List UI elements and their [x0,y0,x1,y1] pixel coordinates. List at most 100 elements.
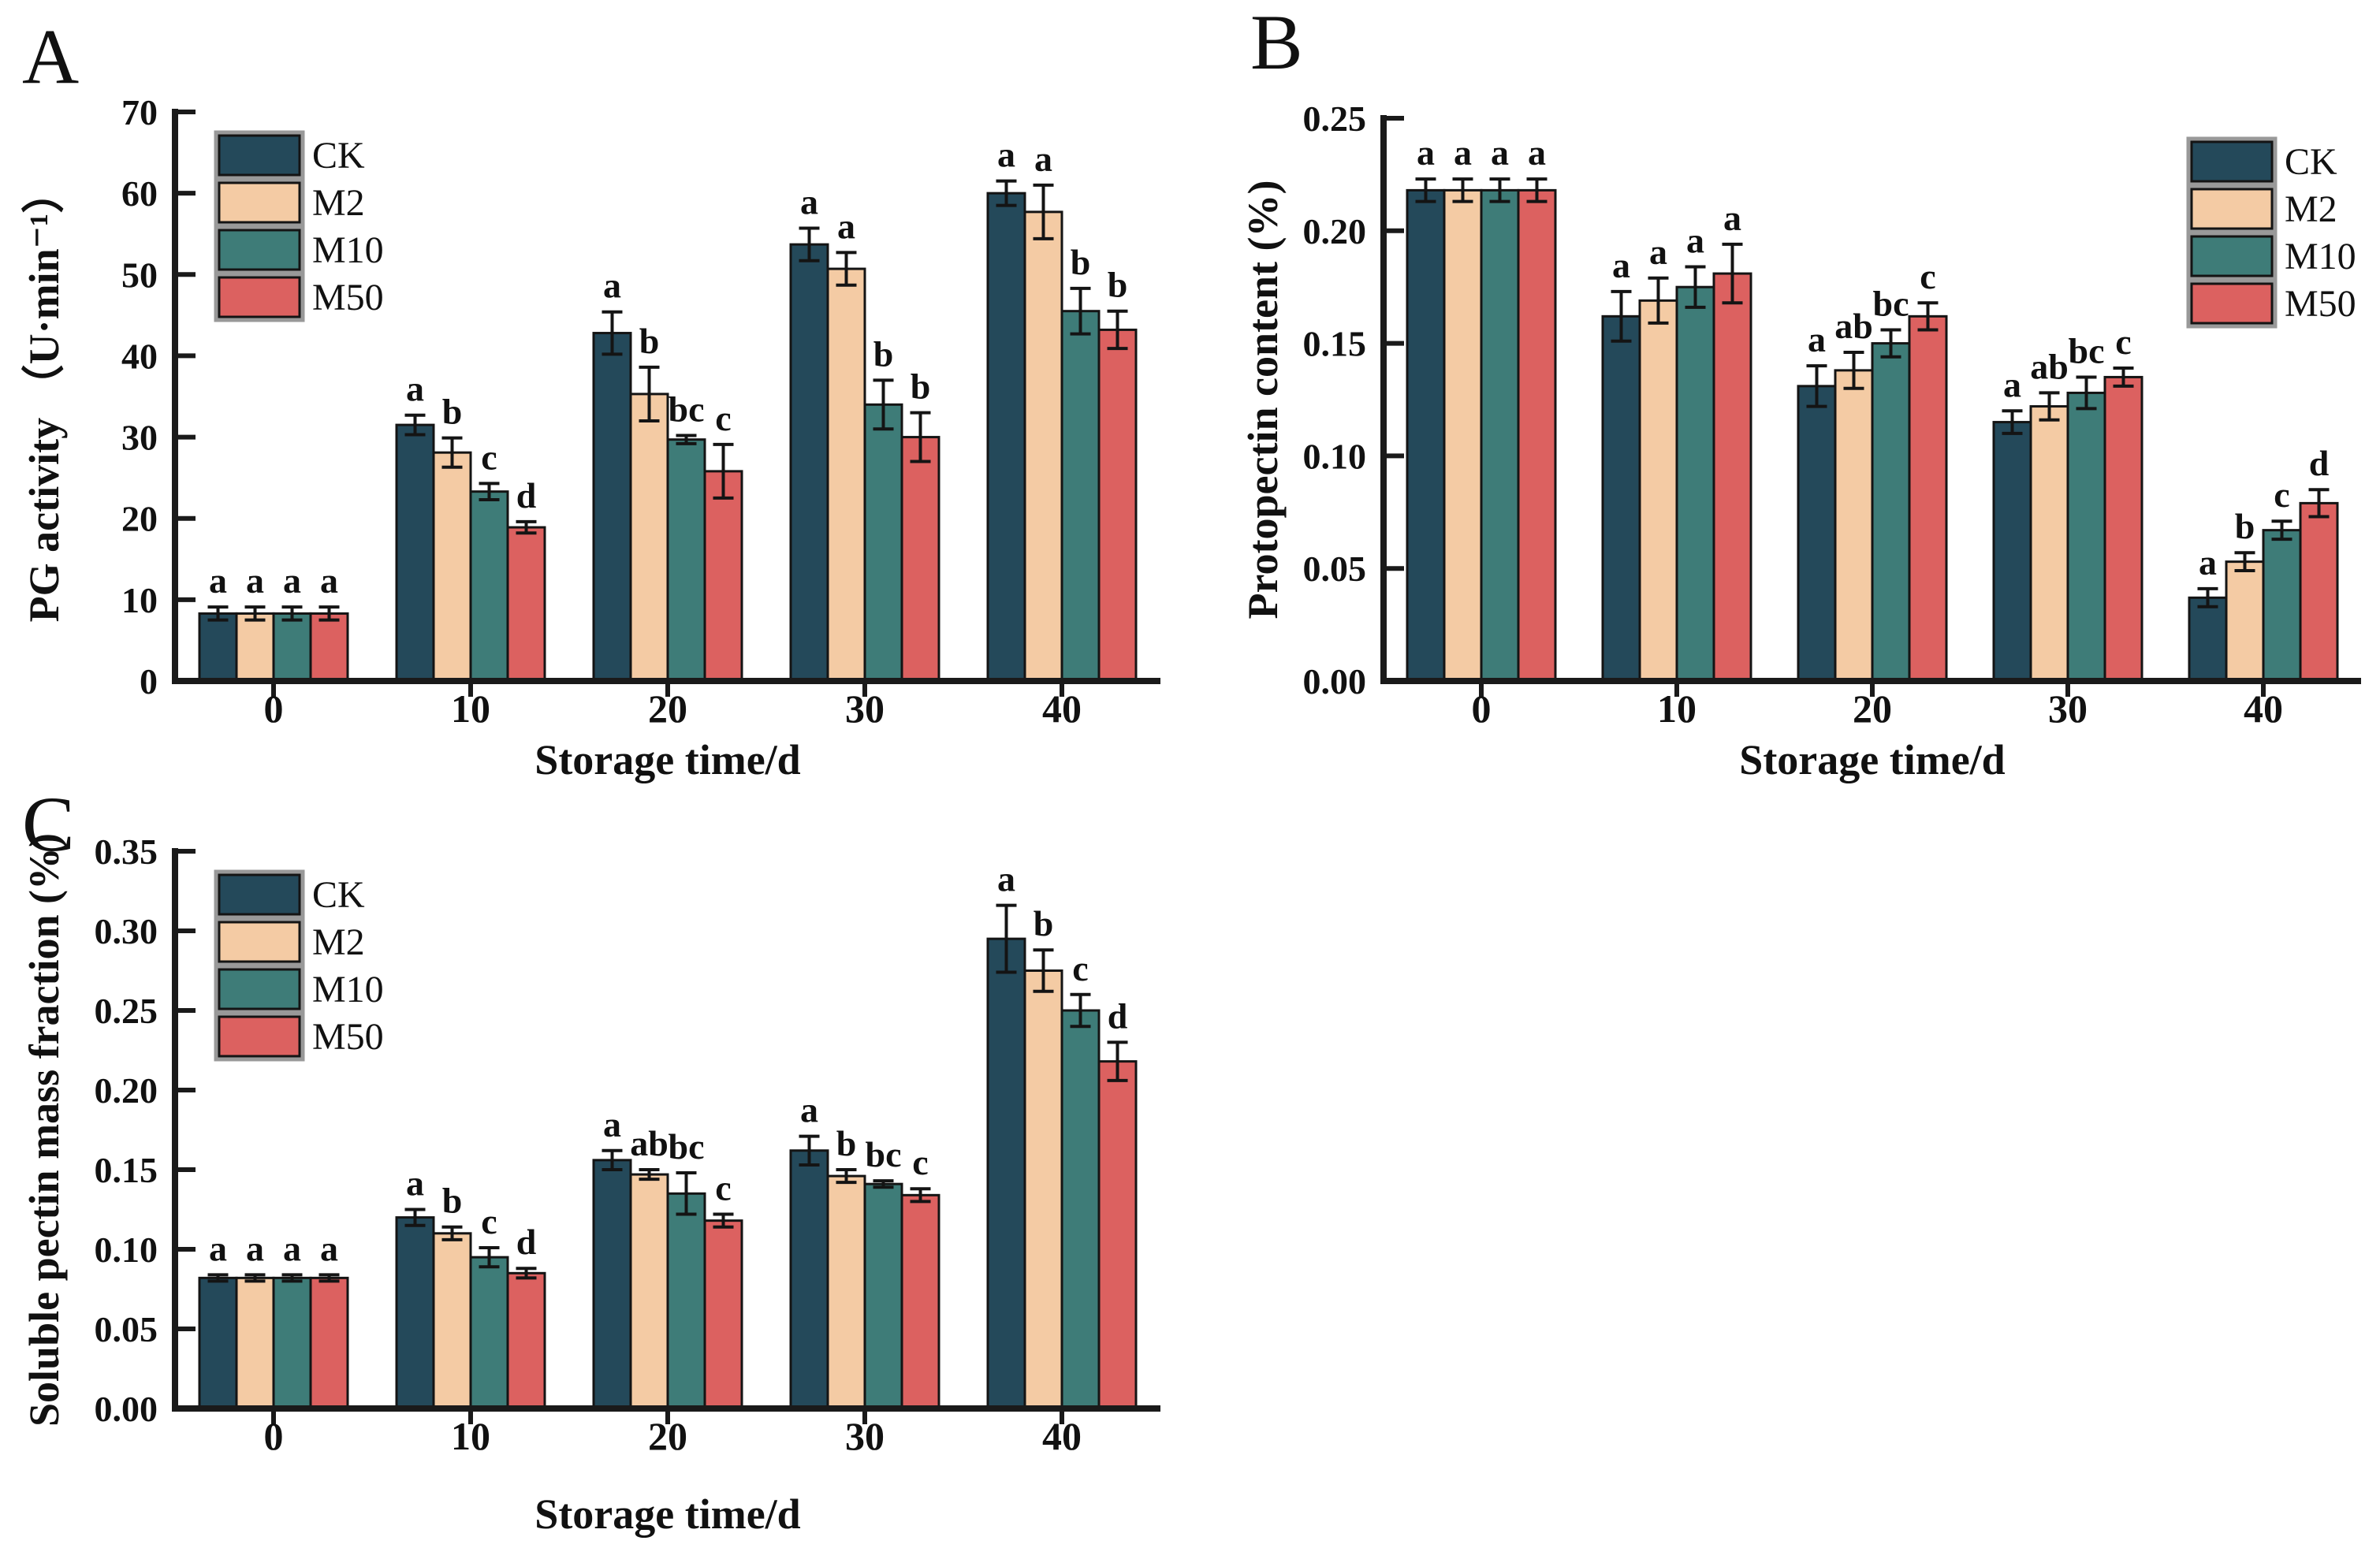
sig-letter: b [836,1123,857,1163]
bar-ck-10d [1601,314,1641,683]
sig-letter: a [1528,132,1546,173]
error-bar [799,226,820,262]
sig-letter: a [997,859,1015,899]
error-bar [996,179,1017,207]
legend-label-ck: CK [2285,141,2337,183]
error-bar [836,1168,857,1185]
bar-m10-0d [272,612,312,683]
bar-ck-10d [395,1216,435,1410]
legend-label-ck: CK [312,874,365,916]
legend-item-m50: M50 [214,272,384,322]
error-bar [1648,276,1669,325]
bar-m10-40d [2262,529,2302,683]
bar-ck-30d [789,1149,829,1410]
bar-m2-10d [432,451,472,683]
panel-a: A a a a a 0 a b c d 10 a b bc c 20 a a b b 30 a a b b 40 0 10 20 30 4… [0,0,1222,804]
sig-letter: bc [866,1134,902,1174]
x-tick-label: 40 [1042,687,1082,731]
sig-letter: c [1920,256,1935,296]
sig-letter: d [516,475,537,515]
y-tick-label: 30 [121,418,158,458]
bar-m50-40d [1097,328,1138,683]
legend-swatch-m50 [218,276,301,318]
error-bar [1452,177,1473,203]
sig-letter: c [481,1201,497,1241]
legend-swatch-m10 [2190,235,2274,277]
bar-ck-0d [198,1276,238,1410]
y-tick-label: 0.15 [1303,324,1367,364]
error-bar [207,605,229,622]
legend-label-m50: M50 [312,277,384,318]
x-tick-label: 20 [1853,687,1892,731]
sig-letter: a [320,560,338,601]
error-bar [516,1267,537,1280]
sig-letter: a [1723,198,1741,238]
bar-m2-30d [826,1174,866,1410]
bar-m10-0d [1480,188,1520,683]
bar-m50-10d [1712,272,1752,683]
panel-c-label: C [22,780,75,868]
bar-ck-20d [592,1159,632,1410]
legend-item-m10: M10 [214,225,384,275]
error-bar [639,365,660,422]
sig-letter: a [1808,319,1826,359]
error-bar [1917,301,1939,332]
sig-letter: a [837,206,855,246]
bar-m2-0d [1443,188,1483,683]
bar-m50-20d [703,1219,743,1410]
bar-m2-30d [826,267,866,683]
error-bar [2234,551,2255,573]
error-bar [910,411,931,463]
bar-ck-0d [1406,188,1446,683]
error-bar [1033,948,1054,993]
legend-label-m10: M10 [312,229,384,271]
error-bar [318,1273,340,1283]
error-bar [1880,328,1901,359]
error-bar [1107,309,1128,351]
bar-m10-40d [1060,1009,1101,1410]
bar-m2-20d [1834,369,1874,683]
error-bar [1843,351,1864,390]
legend-item-ck: CK [2186,136,2337,187]
panel-b: B a a a a 0 a a a a 10 a ab bc c 20 a ab bc c 30 a b c d 40 0.00 0… [1222,0,2380,804]
legend-label-m2: M2 [2285,188,2337,230]
sig-letter: a [2199,542,2217,582]
sig-letter: a [209,560,227,601]
sig-letter: a [800,181,818,221]
bar-m2-40d [2225,560,2265,683]
y-tick-label: 40 [121,336,158,376]
bar-m10-10d [469,1256,509,1410]
bar-ck-40d [986,937,1026,1410]
legend-frame [214,1011,305,1062]
sig-letter: b [639,321,660,361]
sig-letter: bc [669,389,705,430]
sig-letter: a [320,1228,338,1268]
y-tick-label: 0.05 [1303,549,1367,589]
error-bar [281,1273,303,1283]
sig-letter: b [1108,265,1128,305]
x-tick-label: 30 [845,1414,885,1458]
legend-frame [2186,278,2278,329]
error-bar [713,442,734,500]
error-bar [1611,289,1632,343]
error-bar [244,1273,266,1283]
bar-m50-30d [900,436,940,683]
sig-letter: a [603,266,621,306]
sig-letter: ab [630,1123,669,1163]
error-bar [441,1225,463,1241]
x-axis-title: Storage time/d [1739,736,2005,783]
error-bar [404,1208,426,1227]
sig-letter: a [283,560,301,601]
error-bar [2271,519,2292,541]
bar-ck-20d [1797,385,1837,683]
error-bar [479,1245,500,1269]
sig-letter: c [2115,322,2131,362]
bar-m2-0d [235,612,275,683]
bar-m10-30d [2066,391,2106,683]
legend-item-m50: M50 [214,1011,384,1062]
bar-m2-20d [629,1173,669,1410]
y-tick-label: 0.20 [95,1070,158,1111]
y-tick-label: 0.15 [95,1150,158,1190]
